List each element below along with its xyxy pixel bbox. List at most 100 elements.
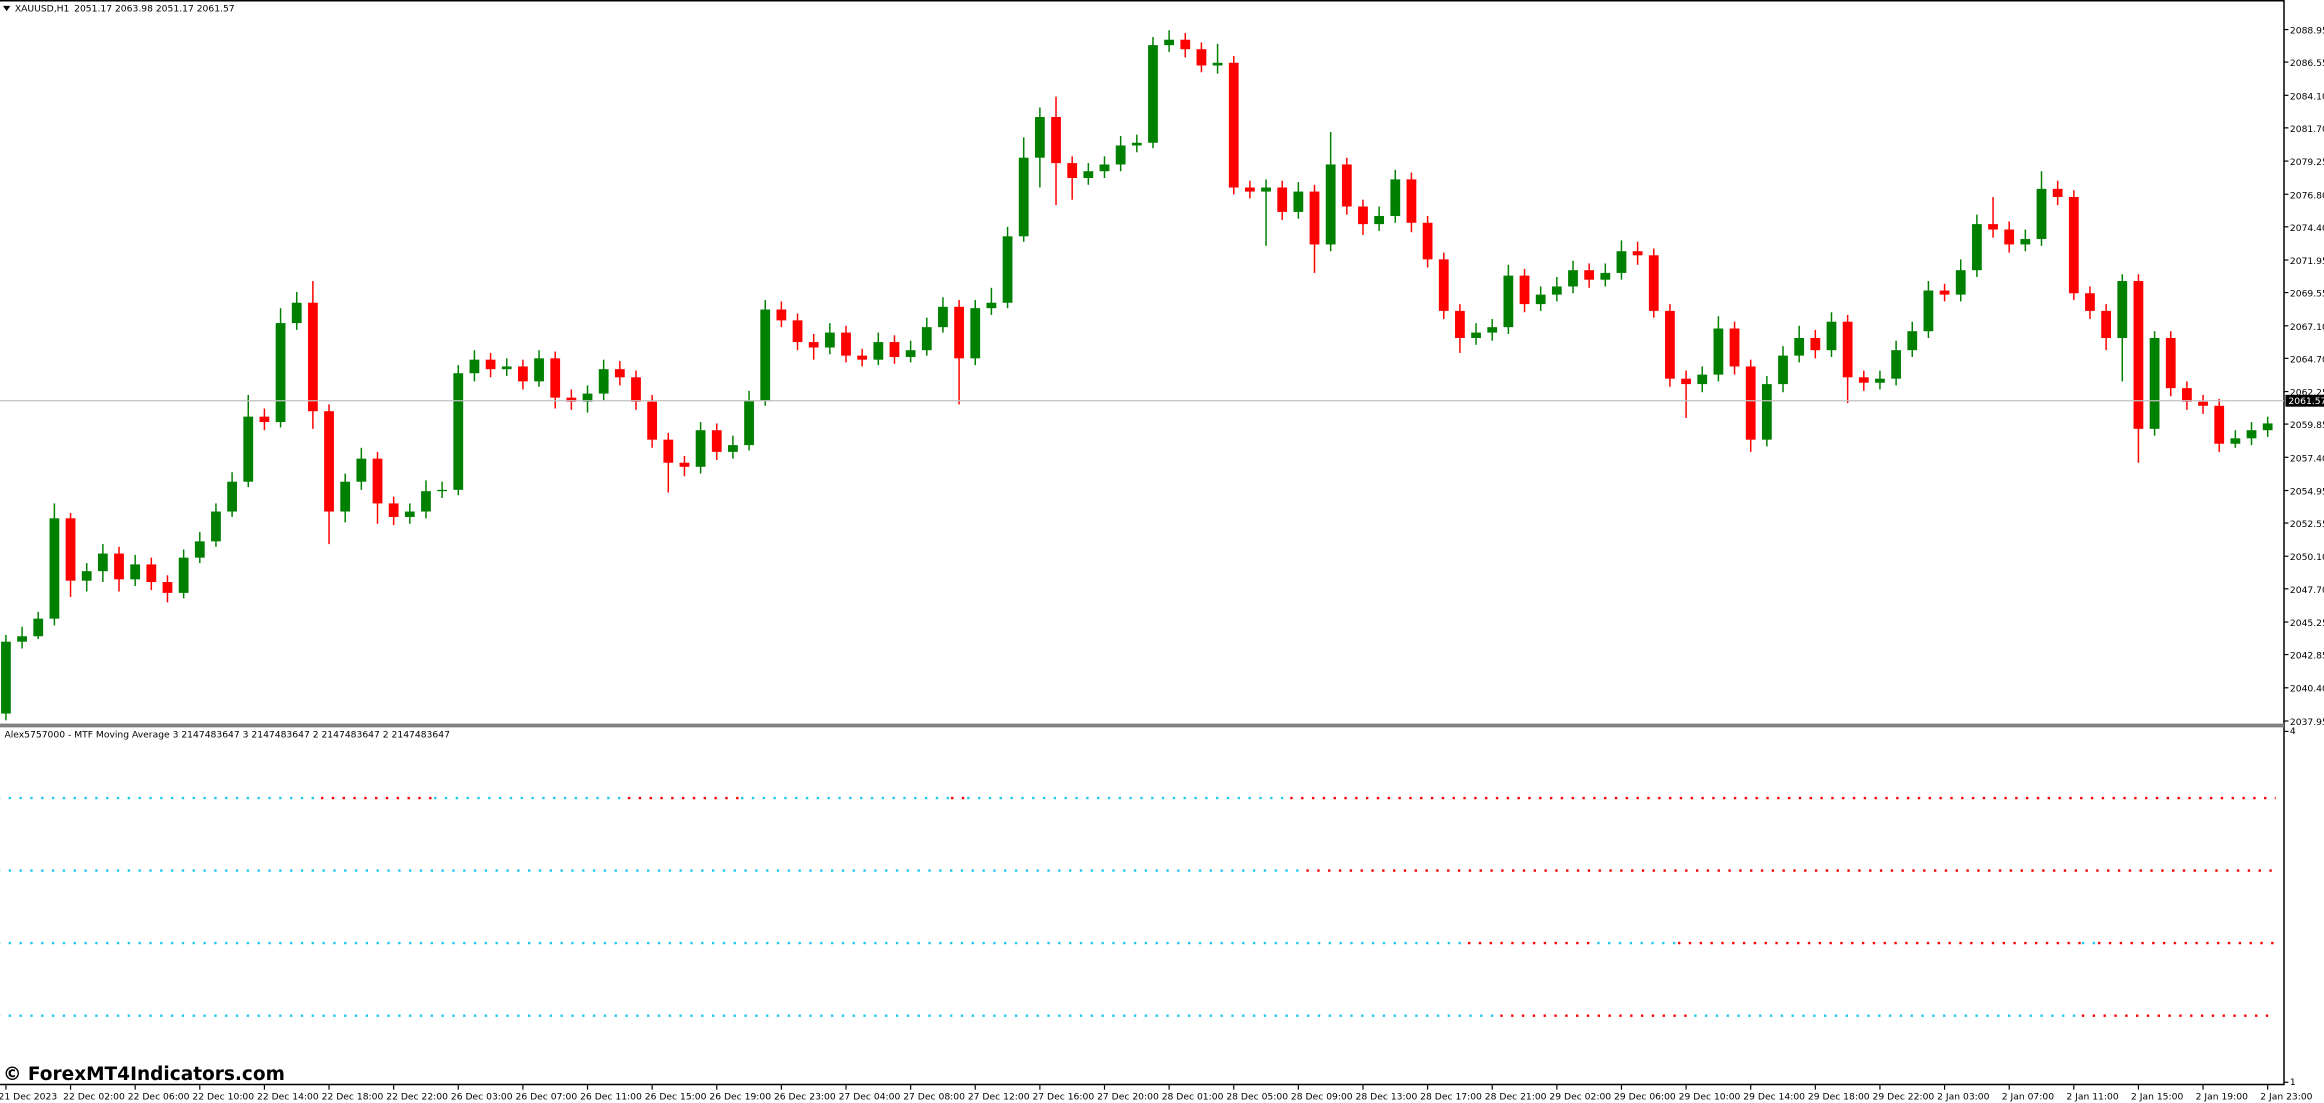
candle-body <box>518 366 528 382</box>
candle-body <box>178 557 189 593</box>
last-price-box <box>2285 394 2324 407</box>
x-tick-label: 2 Jan 23:00 <box>2260 1092 2312 1103</box>
x-tick-label: 28 Dec 17:00 <box>1420 1092 1482 1103</box>
x-tick-label: 2 Jan 11:00 <box>2066 1092 2118 1103</box>
candle-body <box>986 302 997 309</box>
last-price-label: 2061.57 <box>2288 396 2324 407</box>
candle-body <box>1034 117 1045 158</box>
x-tick-label: 27 Dec 08:00 <box>903 1092 965 1103</box>
candle-body <box>792 320 803 343</box>
candle-body <box>469 359 480 374</box>
candle-body <box>1551 286 1562 295</box>
x-tick-label: 26 Dec 15:00 <box>645 1092 707 1103</box>
candle-body <box>65 518 76 581</box>
x-tick-label: 28 Dec 13:00 <box>1356 1092 1418 1103</box>
x-tick-label: 27 Dec 16:00 <box>1032 1092 1094 1103</box>
candle-body <box>695 430 706 467</box>
candle-body <box>728 445 738 452</box>
candle-body <box>340 481 351 512</box>
candle-body <box>1713 328 1724 375</box>
candle-body <box>421 491 431 512</box>
y-tick-label: 2059.85 <box>2290 420 2324 431</box>
x-tick-label: 28 Dec 01:00 <box>1162 1092 1224 1103</box>
candle-body <box>2133 281 2144 429</box>
y-tick-label: 2054.95 <box>2290 487 2324 498</box>
candle-body <box>938 306 948 328</box>
x-tick-label: 22 Dec 02:00 <box>63 1092 125 1103</box>
candle-body <box>2262 423 2273 431</box>
candle-body <box>631 377 641 402</box>
collapse-arrow[interactable] <box>2 5 11 12</box>
candle-body <box>1665 310 1675 379</box>
x-tick-label: 29 Dec 02:00 <box>1549 1092 1611 1103</box>
candle-body <box>1826 321 1837 351</box>
candle-body <box>1648 255 1659 311</box>
candle-body <box>1131 142 1142 146</box>
candle-body <box>2165 337 2176 389</box>
candle-body <box>1277 187 1288 212</box>
candle-body <box>1907 331 1918 351</box>
x-tick-label: 22 Dec 10:00 <box>192 1092 254 1103</box>
x-tick-label: 29 Dec 10:00 <box>1679 1092 1741 1103</box>
candle-body <box>501 366 512 370</box>
candle-body <box>211 511 221 542</box>
candle-body <box>663 439 674 463</box>
candle-body <box>566 397 577 402</box>
candle-body <box>1002 236 1013 303</box>
candle-body <box>194 541 205 558</box>
candle-body <box>1293 191 1304 212</box>
candle-body <box>388 503 399 517</box>
candle-body <box>614 369 625 378</box>
x-tick-label: 26 Dec 03:00 <box>451 1092 513 1103</box>
candle-body <box>227 481 237 512</box>
candle-body <box>2036 188 2047 240</box>
candle-body <box>2198 401 2208 406</box>
y-tick-label: 2037.95 <box>2290 717 2324 728</box>
x-tick-label: 27 Dec 12:00 <box>968 1092 1030 1103</box>
candle-body <box>1 641 11 714</box>
x-tick-label: 29 Dec 14:00 <box>1743 1092 1805 1103</box>
candle-body <box>1212 62 1223 66</box>
candle-body <box>1455 310 1465 338</box>
x-tick-label: 28 Dec 09:00 <box>1291 1092 1353 1103</box>
candle-body <box>1341 164 1352 207</box>
candle-body <box>1503 275 1514 328</box>
indicator-tick-label: 1 <box>2290 1077 2296 1088</box>
candle-body <box>1810 337 1821 351</box>
candle-body <box>1261 187 1271 192</box>
candle-body <box>954 306 964 359</box>
indicator-title: Alex5757000 - MTF Moving Average 3 21474… <box>4 730 450 741</box>
candle-body <box>760 309 771 401</box>
candle-body <box>2020 239 2031 245</box>
candle-body <box>1858 377 1869 383</box>
candle-body <box>889 342 900 357</box>
candle-body <box>1681 378 1691 385</box>
y-tick-label: 2086.55 <box>2290 58 2324 69</box>
candle-body <box>1875 378 1885 383</box>
candle-body <box>1632 251 1643 256</box>
y-tick-label: 2069.55 <box>2290 289 2324 300</box>
candle-body <box>1099 164 1110 172</box>
candle-body <box>130 564 141 580</box>
candle-body <box>2246 430 2257 439</box>
candle-body <box>857 355 868 360</box>
x-tick-label: 29 Dec 22:00 <box>1873 1092 1935 1103</box>
candle-body <box>647 401 658 440</box>
x-tick-label: 22 Dec 06:00 <box>128 1092 190 1103</box>
candle-body <box>1778 355 1788 385</box>
candle-body <box>582 393 593 402</box>
candle-body <box>1164 39 1175 46</box>
candle-body <box>921 327 932 351</box>
candle-body <box>905 350 916 357</box>
candle-body <box>275 323 286 423</box>
x-tick-label: 28 Dec 21:00 <box>1485 1092 1547 1103</box>
candle-body <box>2230 438 2241 444</box>
candle-body <box>1568 270 1578 287</box>
candle-body <box>1325 164 1336 245</box>
y-tick-label: 2045.25 <box>2290 618 2324 629</box>
candle-body <box>776 309 787 321</box>
candle-body <box>1487 327 1498 333</box>
candle-body <box>1067 163 1078 179</box>
